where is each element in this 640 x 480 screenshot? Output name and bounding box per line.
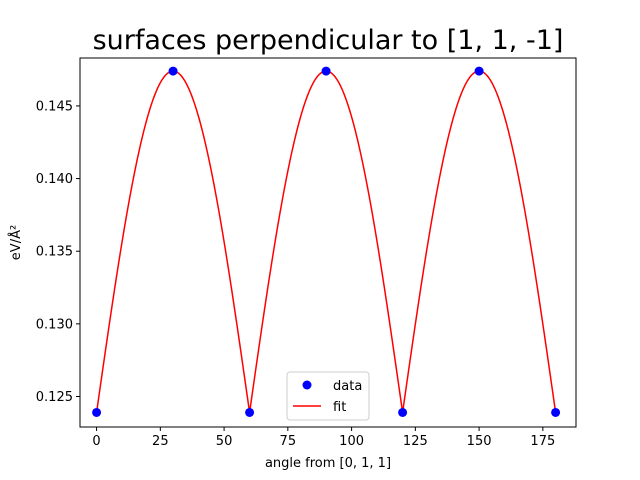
- legend-label-fit: fit: [333, 400, 346, 415]
- data-point: [321, 66, 331, 76]
- data-point: [92, 407, 102, 417]
- x-tick-label: 150: [467, 434, 492, 449]
- x-tick-label: 125: [403, 434, 428, 449]
- data-point: [398, 407, 408, 417]
- chart-title: surfaces perpendicular to [1, 1, -1]: [93, 25, 564, 56]
- y-tick-label: 0.145: [36, 99, 73, 114]
- x-tick-label: 175: [530, 434, 555, 449]
- y-tick-label: 0.140: [36, 172, 73, 187]
- data-point: [551, 407, 561, 417]
- x-tick-label: 100: [339, 434, 364, 449]
- axes-frame: [79, 57, 577, 428]
- y-axis-label: eV/Å²: [8, 225, 24, 260]
- x-tick-label: 0: [92, 434, 100, 449]
- axis-ticks: 0 25 50 75 100 125 150 175 0.125 0.130 0.135 0.140 0…: [36, 99, 555, 449]
- x-axis-label: angle from [0, 1, 1]: [265, 456, 391, 471]
- data-point: [245, 407, 255, 417]
- x-tick-label: 75: [280, 434, 297, 449]
- x-tick-label: 25: [152, 434, 169, 449]
- plot-area: [92, 66, 561, 417]
- y-tick-label: 0.130: [36, 317, 73, 332]
- legend-data-marker: [302, 380, 312, 390]
- y-tick-label: 0.125: [36, 390, 73, 405]
- legend-label-data: data: [333, 379, 362, 394]
- data-point: [168, 66, 178, 76]
- data-point: [474, 66, 484, 76]
- legend: data fit: [286, 371, 370, 421]
- y-tick-label: 0.135: [36, 245, 73, 260]
- x-tick-label: 50: [216, 434, 233, 449]
